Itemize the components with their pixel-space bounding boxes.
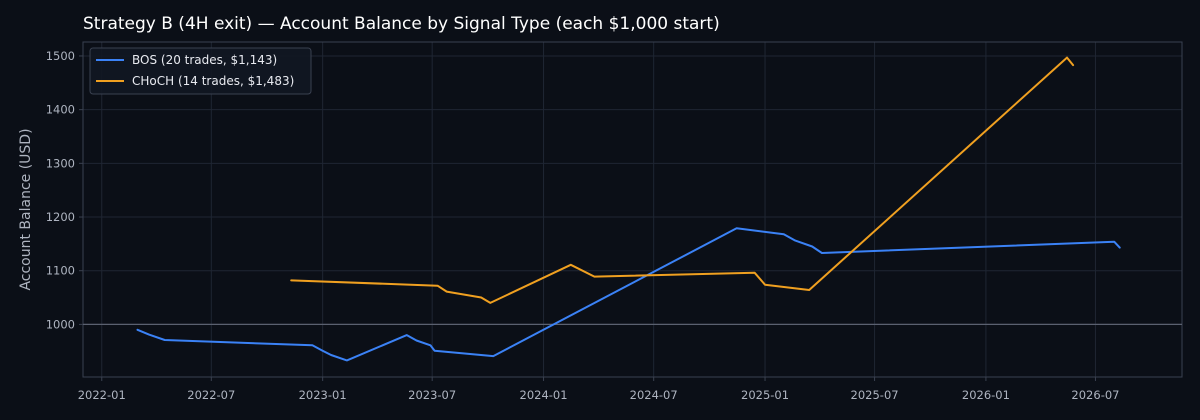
x-tick-label: 2026-01 [962, 388, 1010, 402]
x-tick-label: 2023-07 [408, 388, 456, 402]
x-tick-label: 2024-01 [520, 388, 568, 402]
x-tick-label: 2026-07 [1071, 388, 1119, 402]
grid [83, 42, 1182, 377]
series-line-0 [136, 227, 1121, 362]
x-tick-label: 2022-07 [187, 388, 235, 402]
y-tick-label: 1400 [46, 103, 75, 117]
y-tick-label: 1200 [46, 210, 75, 224]
y-tick-label: 1300 [46, 156, 75, 170]
plot-frame [82, 41, 1183, 378]
axes: 1000 1100 1200 1300 1400 1500 2022-01 2022-07 20… [18, 41, 1183, 402]
series-line-1 [290, 56, 1075, 304]
y-axis-title: Account Balance (USD) [18, 128, 34, 290]
x-tick-label: 2023-01 [299, 388, 347, 402]
y-tick-label: 1500 [46, 49, 75, 63]
y-tick-label: 1000 [46, 317, 75, 331]
legend-label-0: BOS (20 trades, $1,143) [132, 53, 277, 67]
x-tick-label: 2025-01 [741, 388, 789, 402]
plot-area [83, 42, 1182, 377]
x-tick-label: 2022-01 [78, 388, 126, 402]
legend-box [89, 47, 312, 95]
x-tick-label: 2024-07 [630, 388, 678, 402]
legend: BOS (20 trades, $1,143) CHoCH (14 trades,… [89, 47, 312, 95]
chart-title: Strategy B (4H exit) — Account Balance b… [83, 14, 720, 34]
y-tick-label: 1100 [46, 264, 75, 278]
legend-label-1: CHoCH (14 trades, $1,483) [132, 74, 294, 88]
x-tick-label: 2025-07 [851, 388, 899, 402]
series-lines [136, 56, 1121, 362]
